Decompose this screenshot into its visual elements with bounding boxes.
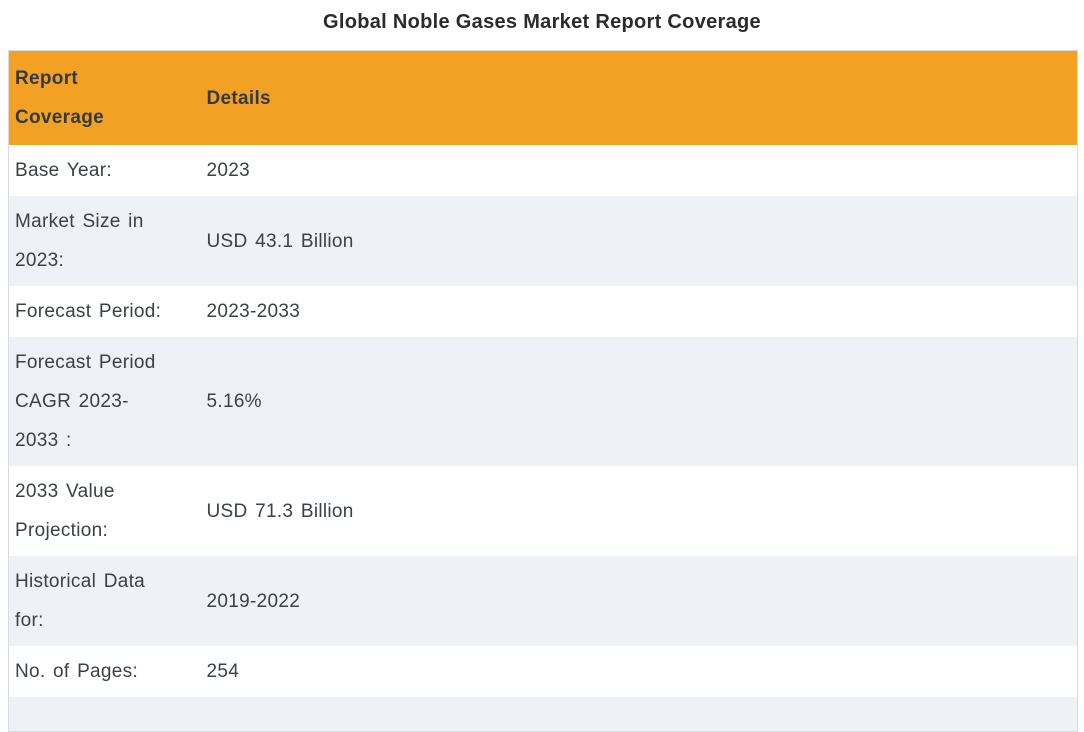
- column-header-details: Details: [206, 50, 1078, 145]
- row-label: Market Size in 2023:: [15, 211, 144, 271]
- table-row-historical-data: Historical Data for: 2019-2022: [8, 556, 1078, 646]
- page-title: Global Noble Gases Market Report Coverag…: [323, 11, 761, 33]
- row-label: Forecast Period CAGR 2023-2033 :: [15, 352, 156, 451]
- row-value: USD 71.3 Billion: [206, 500, 354, 522]
- row-value: 254: [206, 661, 240, 682]
- report-coverage-table: Report Coverage Details Base Year: 2023 …: [8, 50, 1078, 732]
- table-row-base-year: Base Year: 2023: [9, 145, 1078, 196]
- column-header-report-coverage: Report Coverage: [8, 50, 207, 145]
- table-header-row: Report Coverage Details: [8, 50, 1078, 145]
- table-body: Base Year: 2023 Market Size in 2023: USD…: [8, 145, 1078, 731]
- table-row-market-size: Market Size in 2023: USD 43.1 Billion: [8, 196, 1078, 286]
- row-label: Forecast Period:: [15, 301, 162, 322]
- row-value: 2019-2022: [206, 590, 301, 612]
- table-header: Report Coverage Details: [8, 50, 1078, 145]
- table-row-cagr: Forecast Period CAGR 2023-2033 : 5.16%: [8, 337, 1078, 466]
- row-value: 2023-2033: [206, 301, 301, 322]
- row-label: Historical Data for:: [15, 571, 146, 631]
- table-row-value-projection: 2033 Value Projection: USD 71.3 Billion: [9, 466, 1078, 556]
- row-value: USD 43.1 Billion: [206, 230, 354, 252]
- row-label: Base Year:: [15, 160, 112, 181]
- row-label-empty: [9, 697, 207, 731]
- row-value: 2023: [206, 160, 250, 181]
- table-row-pages: No. of Pages: 254: [9, 646, 1078, 697]
- table-row-partial-clipped: [8, 697, 1078, 731]
- row-value: 5.16%: [206, 391, 262, 412]
- table-row-forecast-period: Forecast Period: 2023-2033: [9, 286, 1078, 337]
- row-value-empty: [207, 697, 1078, 731]
- report-coverage-table-container: Report Coverage Details Base Year: 2023 …: [8, 50, 1078, 732]
- row-label: 2033 Value Projection:: [15, 481, 115, 541]
- row-label: No. of Pages:: [15, 661, 139, 682]
